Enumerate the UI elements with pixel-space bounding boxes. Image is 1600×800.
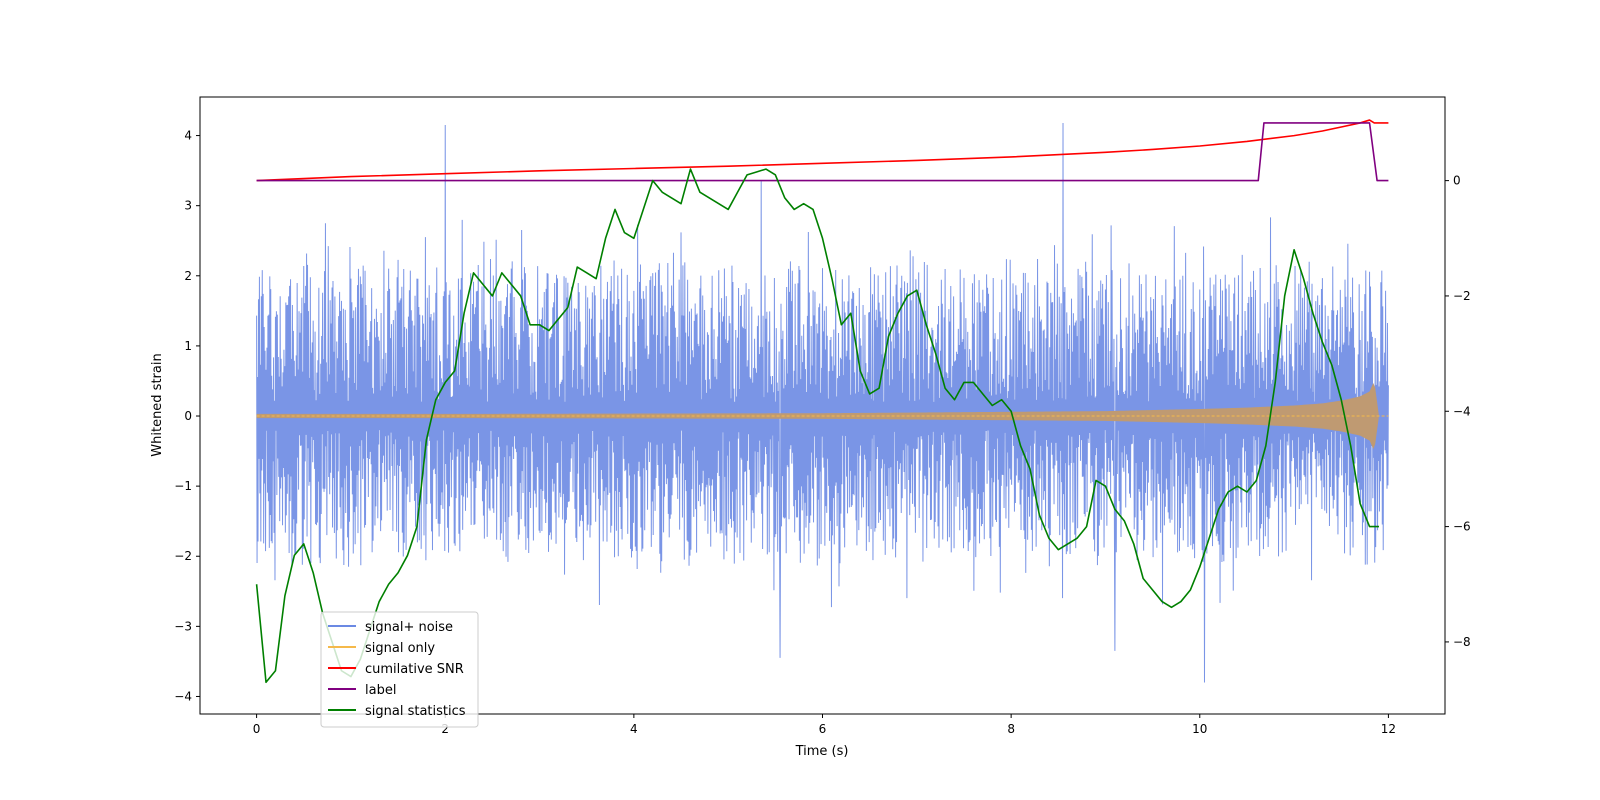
y-tick-label-right: −6 xyxy=(1453,520,1471,534)
y-tick-label-right: 0 xyxy=(1453,174,1461,188)
legend-label: cumilative SNR xyxy=(365,662,464,677)
series-signal-noise-line xyxy=(256,122,1389,683)
y-axis-label: Whitened strain xyxy=(150,353,165,456)
legend-label: signal only xyxy=(365,641,435,656)
y-tick-label-left: −2 xyxy=(174,549,192,563)
x-axis-label: Time (s) xyxy=(795,744,849,759)
x-tick-label: 4 xyxy=(630,722,638,736)
y-tick-label-left: 4 xyxy=(184,129,192,143)
x-tick-label: 6 xyxy=(819,722,827,736)
y-tick-label-right: −2 xyxy=(1453,289,1471,303)
plot-area xyxy=(255,119,1389,684)
y-tick-label-left: 1 xyxy=(184,339,192,353)
legend-label: signal+ noise xyxy=(365,620,453,635)
legend: signal+ noise signal only cumilative SNR la… xyxy=(320,611,479,728)
y-tick-label-left: −3 xyxy=(174,619,192,633)
y-tick-label-left: −1 xyxy=(174,479,192,493)
y-axis-right: −8 −6 −4 −2 0 xyxy=(1445,174,1471,649)
y-tick-label-left: 3 xyxy=(184,199,192,213)
series-label-line xyxy=(256,122,1389,182)
y-axis-left: −4 −3 −2 −1 0 1 2 3 4 xyxy=(174,129,200,703)
legend-label: signal statistics xyxy=(365,704,466,719)
x-tick-label: 8 xyxy=(1007,722,1015,736)
legend-label: label xyxy=(365,683,396,698)
x-tick-label: 2 xyxy=(441,722,449,736)
series-signal-statistics-line xyxy=(255,168,1379,684)
x-tick-label: 12 xyxy=(1381,722,1396,736)
y-tick-label-left: −4 xyxy=(174,689,192,703)
y-tick-label-right: −8 xyxy=(1453,635,1471,649)
x-tick-label: 0 xyxy=(253,722,261,736)
y-tick-label-right: −4 xyxy=(1453,404,1471,418)
y-tick-label-left: 2 xyxy=(184,269,192,283)
y-tick-label-left: 0 xyxy=(184,409,192,423)
x-tick-label: 10 xyxy=(1192,722,1207,736)
legend-box xyxy=(320,611,479,728)
